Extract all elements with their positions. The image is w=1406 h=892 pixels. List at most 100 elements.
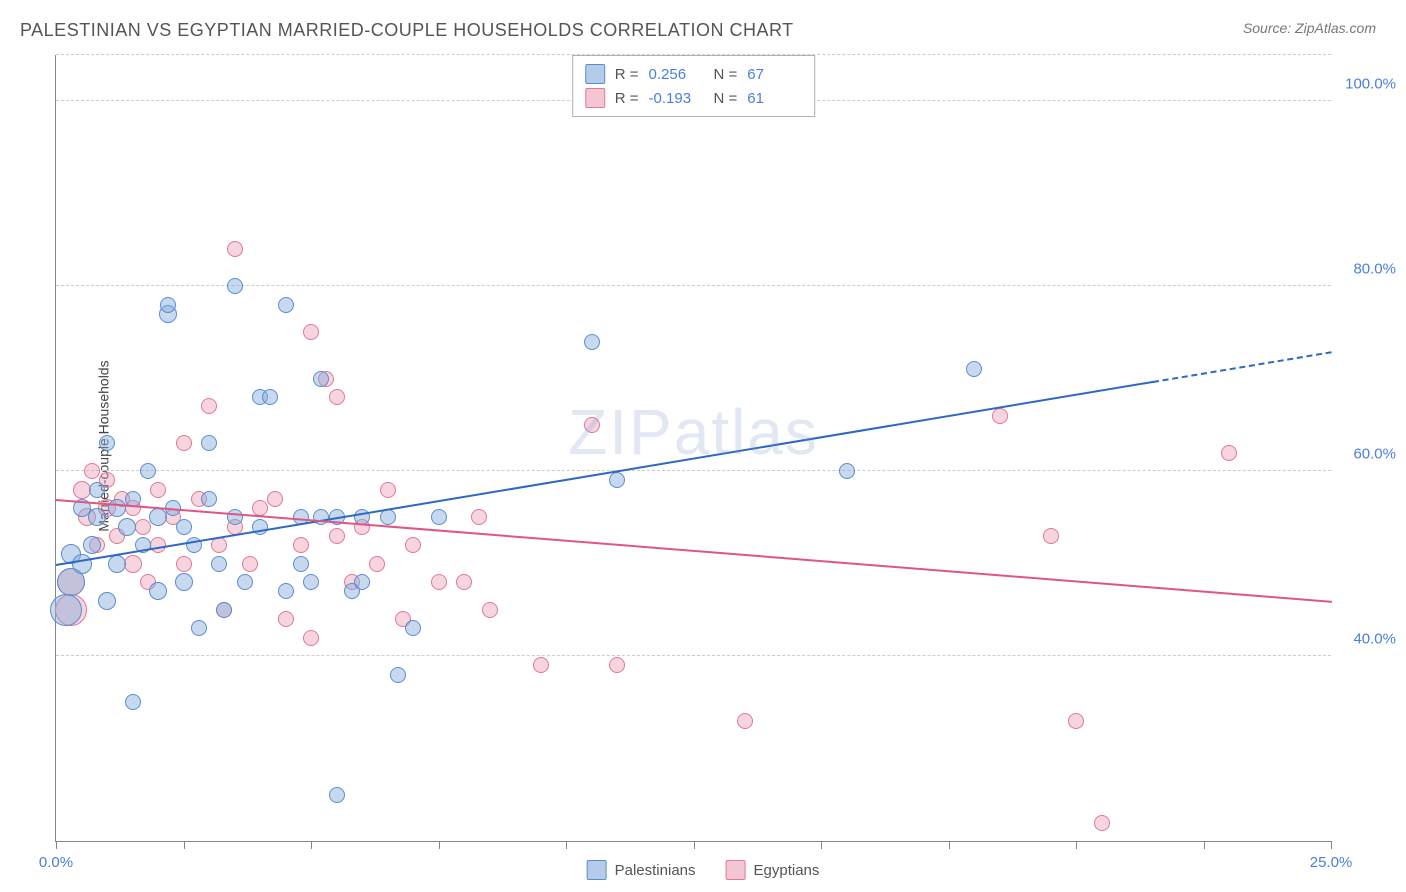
data-point-blue [125,694,141,710]
x-tick [949,841,950,849]
data-point-blue [149,508,167,526]
data-point-pink [329,528,345,544]
data-point-blue [50,594,82,626]
data-point-pink [201,398,217,414]
data-point-blue [313,371,329,387]
data-point-blue [149,582,167,600]
data-point-pink [1221,445,1237,461]
x-tick [184,841,185,849]
data-point-pink [176,435,192,451]
y-tick-label: 40.0% [1353,631,1396,648]
data-point-pink [135,519,151,535]
n-value: 67 [747,66,802,83]
data-point-pink [176,556,192,572]
r-label: R = [615,90,639,107]
legend-stats-row: R =0.256N =67 [585,62,803,86]
data-point-blue [227,278,243,294]
data-point-blue [380,509,396,525]
data-point-blue [89,482,105,498]
data-point-pink [267,491,283,507]
x-tick [1204,841,1205,849]
legend-swatch [587,860,607,880]
r-value: -0.193 [649,90,704,107]
y-tick-label: 60.0% [1353,446,1396,463]
n-label: N = [714,90,738,107]
gridline [56,655,1331,656]
x-tick [566,841,567,849]
data-point-pink [369,556,385,572]
data-point-blue [88,508,106,526]
legend-swatch [585,88,605,108]
legend-item: Egyptians [726,860,820,880]
chart-area: R =0.256N =67R =-0.193N =61 ZIPatlas 40.… [55,55,1331,842]
data-point-pink [73,481,91,499]
legend-stats: R =0.256N =67R =-0.193N =61 [572,55,816,117]
x-tick [821,841,822,849]
data-point-blue [211,556,227,572]
data-point-pink [431,574,447,590]
legend-item: Palestinians [587,860,696,880]
source-label: Source: ZipAtlas.com [1243,20,1376,36]
data-point-pink [609,657,625,673]
data-point-pink [992,408,1008,424]
data-point-blue [72,554,92,574]
data-point-blue [227,509,243,525]
data-point-blue [390,667,406,683]
legend-swatch [726,860,746,880]
data-point-pink [456,574,472,590]
data-point-blue [293,556,309,572]
data-point-blue [108,555,126,573]
legend-label: Egyptians [754,862,820,879]
data-point-blue [98,592,116,610]
gridline [56,285,1331,286]
x-tick [56,841,57,849]
data-point-pink [329,389,345,405]
data-point-blue [216,602,232,618]
data-point-blue [175,573,193,591]
x-tick-label: 0.0% [39,854,73,871]
gridline [56,470,1331,471]
data-point-blue [201,491,217,507]
data-point-blue [191,620,207,636]
data-point-blue [83,536,101,554]
legend-series: Palestinians Egyptians [587,860,820,880]
data-point-pink [303,324,319,340]
data-point-blue [405,620,421,636]
trend-line-blue [56,381,1154,566]
data-point-blue [329,787,345,803]
data-point-blue [176,519,192,535]
x-tick [311,841,312,849]
data-point-pink [380,482,396,498]
data-point-pink [737,713,753,729]
data-point-blue [313,509,329,525]
data-point-pink [405,537,421,553]
data-point-blue [201,435,217,451]
data-point-pink [252,500,268,516]
data-point-blue [584,334,600,350]
legend-swatch [585,64,605,84]
data-point-pink [1068,713,1084,729]
data-point-pink [1043,528,1059,544]
data-point-pink [227,241,243,257]
data-point-blue [118,518,136,536]
trend-line-blue [1153,351,1332,383]
data-point-pink [471,509,487,525]
data-point-pink [584,417,600,433]
y-tick-label: 100.0% [1345,76,1396,93]
data-point-blue [278,583,294,599]
r-label: R = [615,66,639,83]
legend-label: Palestinians [615,862,696,879]
x-tick [439,841,440,849]
data-point-pink [1094,815,1110,831]
data-point-blue [303,574,319,590]
data-point-blue [839,463,855,479]
data-point-pink [278,611,294,627]
data-point-blue [99,435,115,451]
data-point-pink [150,482,166,498]
x-tick [694,841,695,849]
data-point-pink [242,556,258,572]
data-point-pink [533,657,549,673]
chart-title: PALESTINIAN VS EGYPTIAN MARRIED-COUPLE H… [20,20,794,41]
r-value: 0.256 [649,66,704,83]
data-point-pink [482,602,498,618]
